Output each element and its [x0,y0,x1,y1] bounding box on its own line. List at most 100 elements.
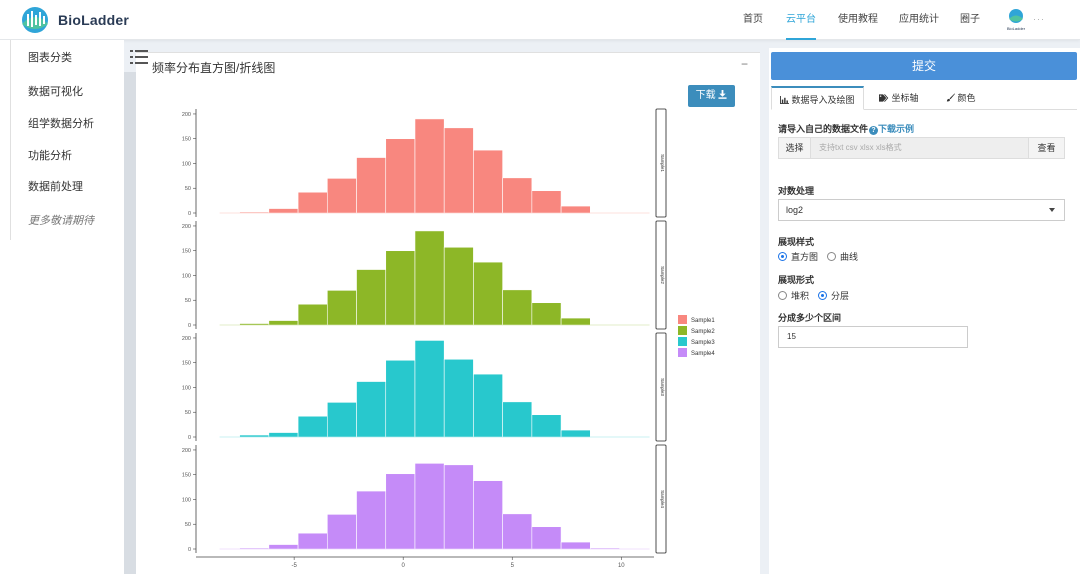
y-tick-label: 200 [182,224,191,230]
sidebar-item-coming-soon: 更多敬请期待 [28,215,94,227]
histogram-bar [239,434,270,438]
view-button[interactable]: 查看 [1028,138,1064,158]
histogram-bar [531,190,562,214]
histogram-bar [414,340,445,438]
histogram-bar [268,432,299,438]
choose-file-button[interactable]: 选择 [779,138,811,158]
user-avatar-icon[interactable]: BioLadder [1004,7,1028,31]
radio-layered[interactable] [818,291,828,300]
sidebar-divider [10,40,11,240]
chevron-down-icon [1049,208,1055,212]
histogram-bar [473,373,503,438]
histogram-bar [326,514,357,550]
sidebar-item-chart-categories[interactable]: 图表分类 [28,52,72,64]
sidebar-item-omics-analysis[interactable]: 组学数据分析 [28,118,94,130]
brand-name: BioLadder [58,12,130,28]
radio-stacked[interactable] [778,291,787,300]
y-tick-label: 150 [182,137,191,143]
logo[interactable]: BioLadder [18,6,129,34]
settings-tabs: 数据导入及绘图 坐标轴 颜色 [771,86,1077,110]
histogram-bar [560,205,591,214]
x-tick-label: 0 [402,563,406,569]
tab-axes-label: 坐标轴 [891,93,919,103]
download-button[interactable]: 下载 [688,85,735,107]
tab-colors[interactable]: 颜色 [946,86,976,110]
histogram-bar [356,381,387,438]
tags-icon [879,94,889,102]
histogram-bar [385,473,416,550]
download-example-link[interactable]: 下载示例 [878,124,915,134]
y-tick-label: 0 [188,323,191,329]
help-icon[interactable]: ? [869,126,879,135]
style-radio-group: 直方图 曲线 [778,250,858,263]
x-tick-label: 5 [511,563,515,569]
histogram-bar [473,149,503,214]
histogram-bar [560,429,591,438]
tab-axes[interactable]: 坐标轴 [879,86,919,110]
menu-toggle-icon[interactable] [130,49,148,65]
facet-strip [655,444,667,554]
facet-strip [655,220,667,330]
chart-panel: 频率分布直方图/折线图 − 下载 0 50 100 150 200 Sample1 0 50 1… [136,52,760,574]
sidebar-item-data-visualization[interactable]: 数据可视化 [28,86,83,98]
submit-button[interactable]: 提交 [771,52,1077,80]
sidebar-item-data-preprocessing[interactable]: 数据前处理 [28,181,83,193]
user-name[interactable]: ··· [1033,14,1045,24]
nav-cloud-platform[interactable]: 云平台 [786,0,816,40]
radio-histogram[interactable] [778,252,787,261]
top-navbar: BioLadder 首页 云平台 使用教程 应用统计 圈子 BioLadder … [0,0,1080,40]
y-tick-label: 150 [182,473,191,479]
histogram-bar [531,414,562,438]
histogram-bar [385,359,416,438]
histogram-bar [443,358,474,438]
legend-label: Sample4 [691,351,715,357]
histogram-bar [473,261,503,326]
facet-strip [655,332,667,442]
tab-data-import[interactable]: 数据导入及绘图 [771,86,864,110]
histogram-bar [443,246,474,326]
bins-label: 分成多少个区间 [778,313,842,323]
import-label: 请导入自己的数据文件? 下载示例 [778,124,915,135]
file-path-input[interactable]: 支持txt csv xlsx xls格式 [811,138,1029,158]
y-tick-label: 50 [185,410,191,416]
y-tick-label: 0 [188,547,191,553]
nav-circle[interactable]: 圈子 [960,14,980,25]
legend-label: Sample2 [691,329,715,335]
y-tick-label: 50 [185,522,191,528]
histogram-bar [268,208,299,214]
facet-strip-label: Sample4 [660,490,665,508]
nav-home[interactable]: 首页 [743,14,763,25]
collapse-button[interactable]: − [741,57,749,71]
histogram-bar [297,415,328,438]
radio-curve-label: 曲线 [840,252,859,262]
y-tick-label: 200 [182,112,191,118]
log-label: 对数处理 [778,186,815,196]
legend-swatch [678,326,687,335]
nav-tutorial[interactable]: 使用教程 [838,14,878,25]
histogram-bar [443,464,474,550]
y-tick-label: 50 [185,186,191,192]
sidebar-item-function-analysis[interactable]: 功能分析 [28,150,72,162]
facet-strip-label: Sample1 [660,154,665,172]
panel-title: 频率分布直方图/折线图 [152,61,276,75]
bioladder-logo-icon [22,7,48,33]
log-select[interactable]: log2 [778,199,1065,221]
style-label: 展现样式 [778,237,815,247]
nav-app-stats[interactable]: 应用统计 [899,14,939,25]
histogram-bar [356,490,387,550]
y-tick-label: 0 [188,211,191,217]
chart-icon [780,96,789,104]
histogram-bar [560,317,591,326]
histogram-bar [297,303,328,326]
histogram-bar [414,118,445,214]
svg-text:BioLadder: BioLadder [1007,26,1026,31]
x-tick-label: -5 [291,563,297,569]
radio-curve[interactable] [827,252,837,261]
histogram-bar [326,290,357,326]
y-tick-label: 100 [182,497,191,503]
log-select-value: log2 [786,205,804,215]
bins-input[interactable]: 15 [778,326,968,348]
x-tick-label: 10 [618,563,625,569]
y-tick-label: 200 [182,448,191,454]
left-sidebar: 图表分类 数据可视化 组学数据分析 功能分析 数据前处理 更多敬请期待 [0,40,124,574]
